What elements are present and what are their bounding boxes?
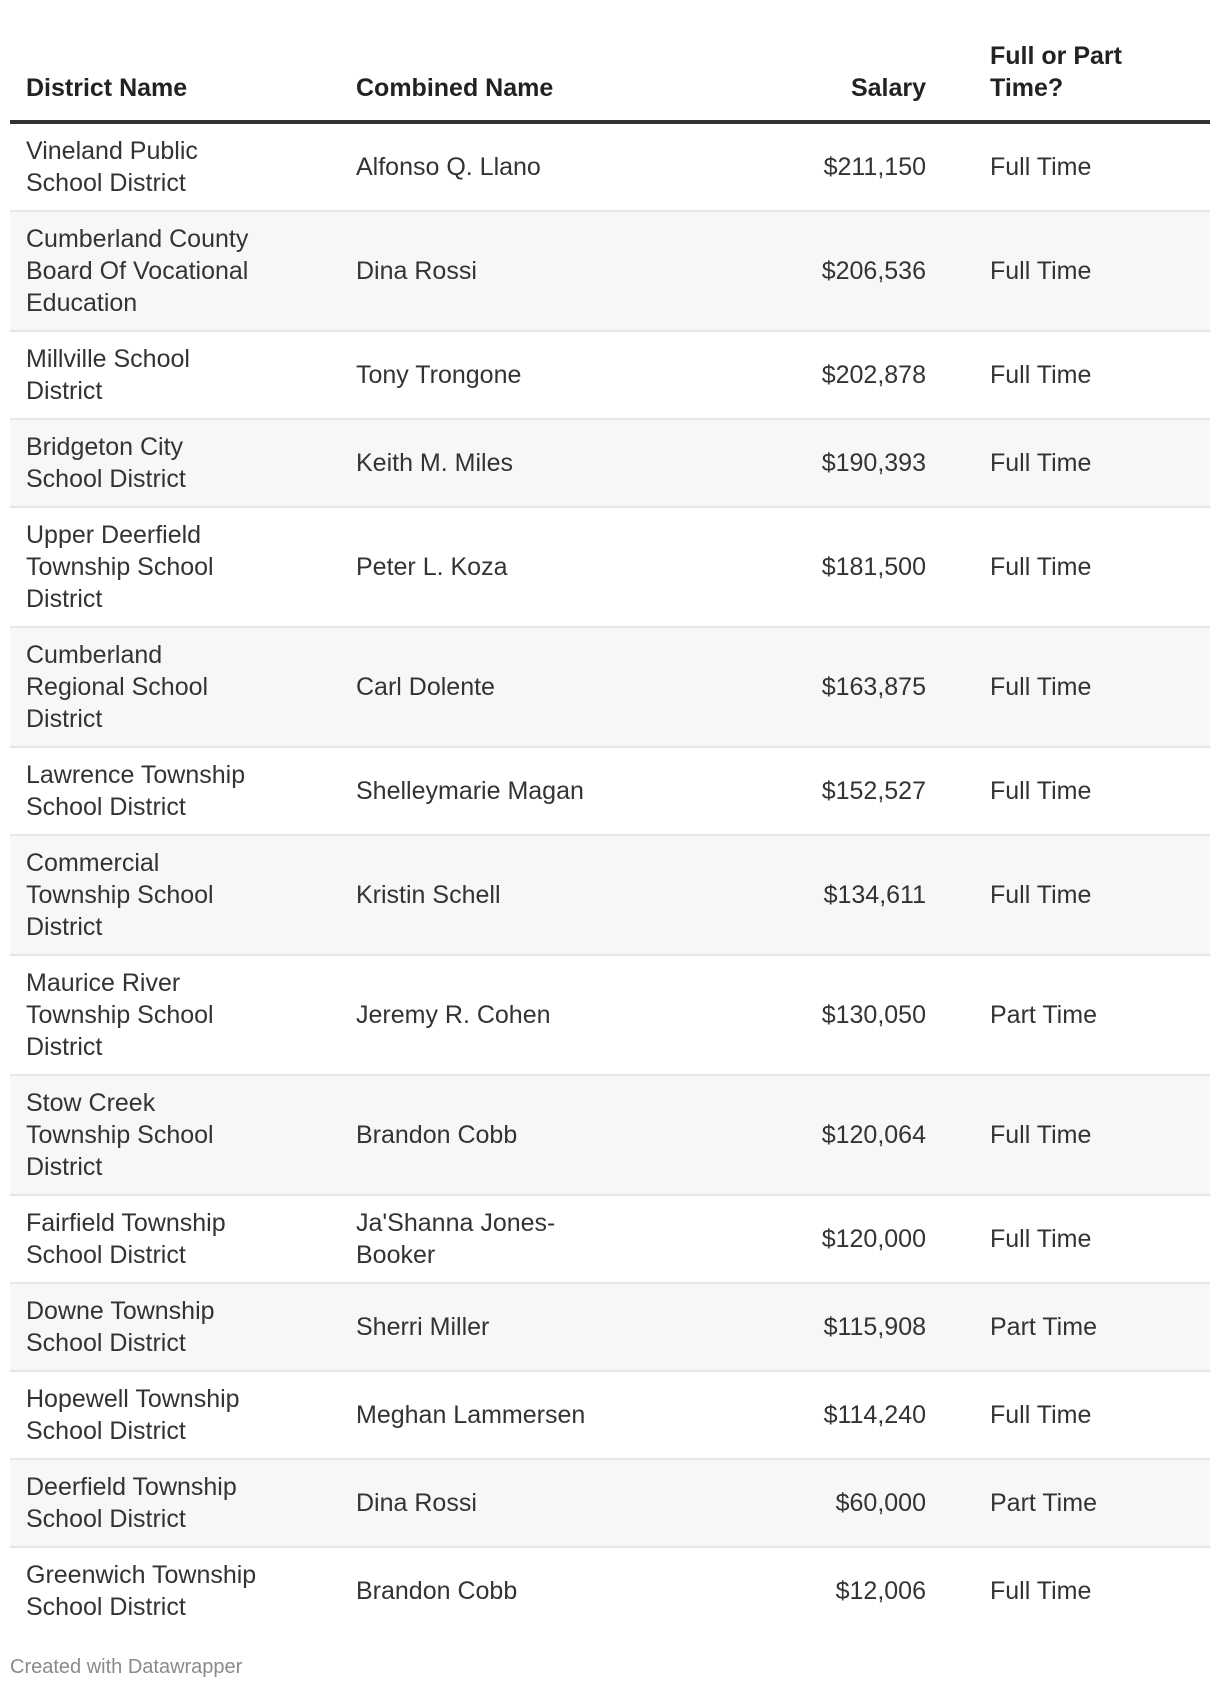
cell-full-or-part-time: Full Time: [942, 211, 1210, 332]
cell-salary: $12,006: [835, 1577, 926, 1605]
cell-combined-name: Dina Rossi: [340, 1459, 640, 1548]
cell-full-or-part-time: Part Time: [942, 955, 1210, 1076]
cell-salary: $152,527: [640, 747, 942, 836]
cell-full-or-part-time: Full Time: [942, 1195, 1210, 1284]
cell-salary: $134,611: [640, 835, 942, 956]
cell-salary: $181,500: [640, 507, 942, 628]
datawrapper-credit[interactable]: Created with Datawrapper: [10, 1656, 243, 1678]
cell-full-or-part-time: Full Time: [942, 507, 1210, 628]
cell-combined-name: Tony Trongone: [340, 331, 640, 420]
cell-district-name: Hopewell Township School District: [10, 1371, 340, 1460]
cell-combined-name: Jeremy R. Cohen: [340, 955, 640, 1076]
cell-district-name: Maurice River Township School District: [10, 955, 340, 1076]
cell-district-name: Stow Creek Township School District: [10, 1075, 340, 1196]
table-row: Bridgeton City School District Keith M. M…: [10, 419, 1210, 508]
cell-full-or-part-time: Full Time: [942, 627, 1210, 748]
table-row: Maurice River Township School District Je…: [10, 955, 1210, 1076]
table-row: Lawrence Township School District Shelley…: [10, 747, 1210, 836]
cell-salary: $120,064: [640, 1075, 942, 1196]
cell-full-or-part-time: Full Time: [942, 1371, 1210, 1460]
cell-full-or-part-time: Part Time: [942, 1283, 1210, 1372]
cell-district-name: Lawrence Township School District: [10, 747, 340, 836]
header-row: District Name Combined Name Salary Full …: [10, 40, 1210, 124]
cell-salary: $202,878: [640, 331, 942, 420]
cell-full-or-part-time: Full Time: [990, 1577, 1092, 1605]
table-body: Vineland Public School District Alfonso Q…: [10, 122, 1210, 1634]
cell-combined-name: Peter L. Koza: [340, 507, 640, 628]
cell-full-or-part-time: Full Time: [942, 835, 1210, 956]
table-row: Vineland Public School District Alfonso Q…: [10, 122, 1210, 212]
cell-salary: $190,393: [640, 419, 942, 508]
cell-combined-name: Brandon Cobb: [356, 1577, 518, 1605]
cell-full-or-part-time: Full Time: [942, 331, 1210, 420]
cell-combined-name: Carl Dolente: [340, 627, 640, 748]
cell-salary: $115,908: [640, 1283, 942, 1372]
cell-salary: $120,000: [640, 1195, 942, 1284]
table-row: Downe Township School District Sherri Mil…: [10, 1283, 1210, 1372]
cell-full-or-part-time: Full Time: [942, 1075, 1210, 1196]
cell-district-name: Millville School District: [10, 331, 340, 420]
table-row: Upper Deerfield Township School District…: [10, 507, 1210, 628]
cell-full-or-part-time: Full Time: [942, 419, 1210, 508]
cell-full-or-part-time: Part Time: [942, 1459, 1210, 1548]
cell-district-name: Bridgeton City School District: [10, 419, 340, 508]
cell-combined-name: Meghan Lammersen: [340, 1371, 640, 1460]
cell-salary: $60,000: [640, 1459, 942, 1548]
cell-combined-name: Kristin Schell: [340, 835, 640, 956]
cell-district-name: Cumberland County Board Of Vocational Ed…: [10, 211, 340, 332]
cell-salary: $211,150: [640, 122, 942, 212]
cell-combined-name: Alfonso Q. Llano: [340, 122, 640, 212]
column-header-combined-name[interactable]: Combined Name: [340, 40, 640, 124]
column-header-salary[interactable]: Salary: [640, 40, 942, 124]
cell-district-name: Cumberland Regional School District: [10, 627, 340, 748]
cell-salary: $206,536: [640, 211, 942, 332]
cell-full-or-part-time: Full Time: [942, 122, 1210, 212]
cell-district-name: Vineland Public School District: [10, 122, 340, 212]
cell-combined-name: Ja'Shanna Jones-Booker: [340, 1195, 640, 1284]
table-row: Commercial Township School District Krist…: [10, 835, 1210, 956]
cell-salary: $114,240: [640, 1371, 942, 1460]
cell-full-or-part-time: Full Time: [942, 747, 1210, 836]
cell-district-name: Greenwich Township School District: [26, 1561, 257, 1621]
cell-district-name: Fairfield Township School District: [10, 1195, 340, 1284]
cell-district-name: Upper Deerfield Township School District: [10, 507, 340, 628]
table-row: Cumberland Regional School District Carl …: [10, 627, 1210, 748]
cell-salary: $163,875: [640, 627, 942, 748]
column-header-district[interactable]: District Name: [10, 40, 340, 124]
cell-district-name: Commercial Township School District: [10, 835, 340, 956]
table-row: Greenwich Township School District Brando…: [10, 1547, 1210, 1634]
table-row: Millville School District Tony Trongone $2…: [10, 331, 1210, 420]
cell-combined-name: Shelleymarie Magan: [340, 747, 640, 836]
cell-combined-name: Dina Rossi: [340, 211, 640, 332]
column-header-full-or-part-time[interactable]: Full or Part Time?: [942, 40, 1210, 124]
cell-salary: $130,050: [640, 955, 942, 1076]
cell-district-name: Deerfield Township School District: [10, 1459, 340, 1548]
table-row: Cumberland County Board Of Vocational Ed…: [10, 211, 1210, 332]
salary-table: District Name Combined Name Salary Full …: [10, 40, 1210, 1634]
table-row: Hopewell Township School District Meghan …: [10, 1371, 1210, 1460]
cell-combined-name: Keith M. Miles: [340, 419, 640, 508]
table-row: Fairfield Township School District Ja'Sha…: [10, 1195, 1210, 1284]
table-row: Deerfield Township School District Dina R…: [10, 1459, 1210, 1548]
cell-combined-name: Brandon Cobb: [340, 1075, 640, 1196]
cell-combined-name: Sherri Miller: [340, 1283, 640, 1372]
table-row: Stow Creek Township School District Brand…: [10, 1075, 1210, 1196]
cell-district-name: Downe Township School District: [10, 1283, 340, 1372]
